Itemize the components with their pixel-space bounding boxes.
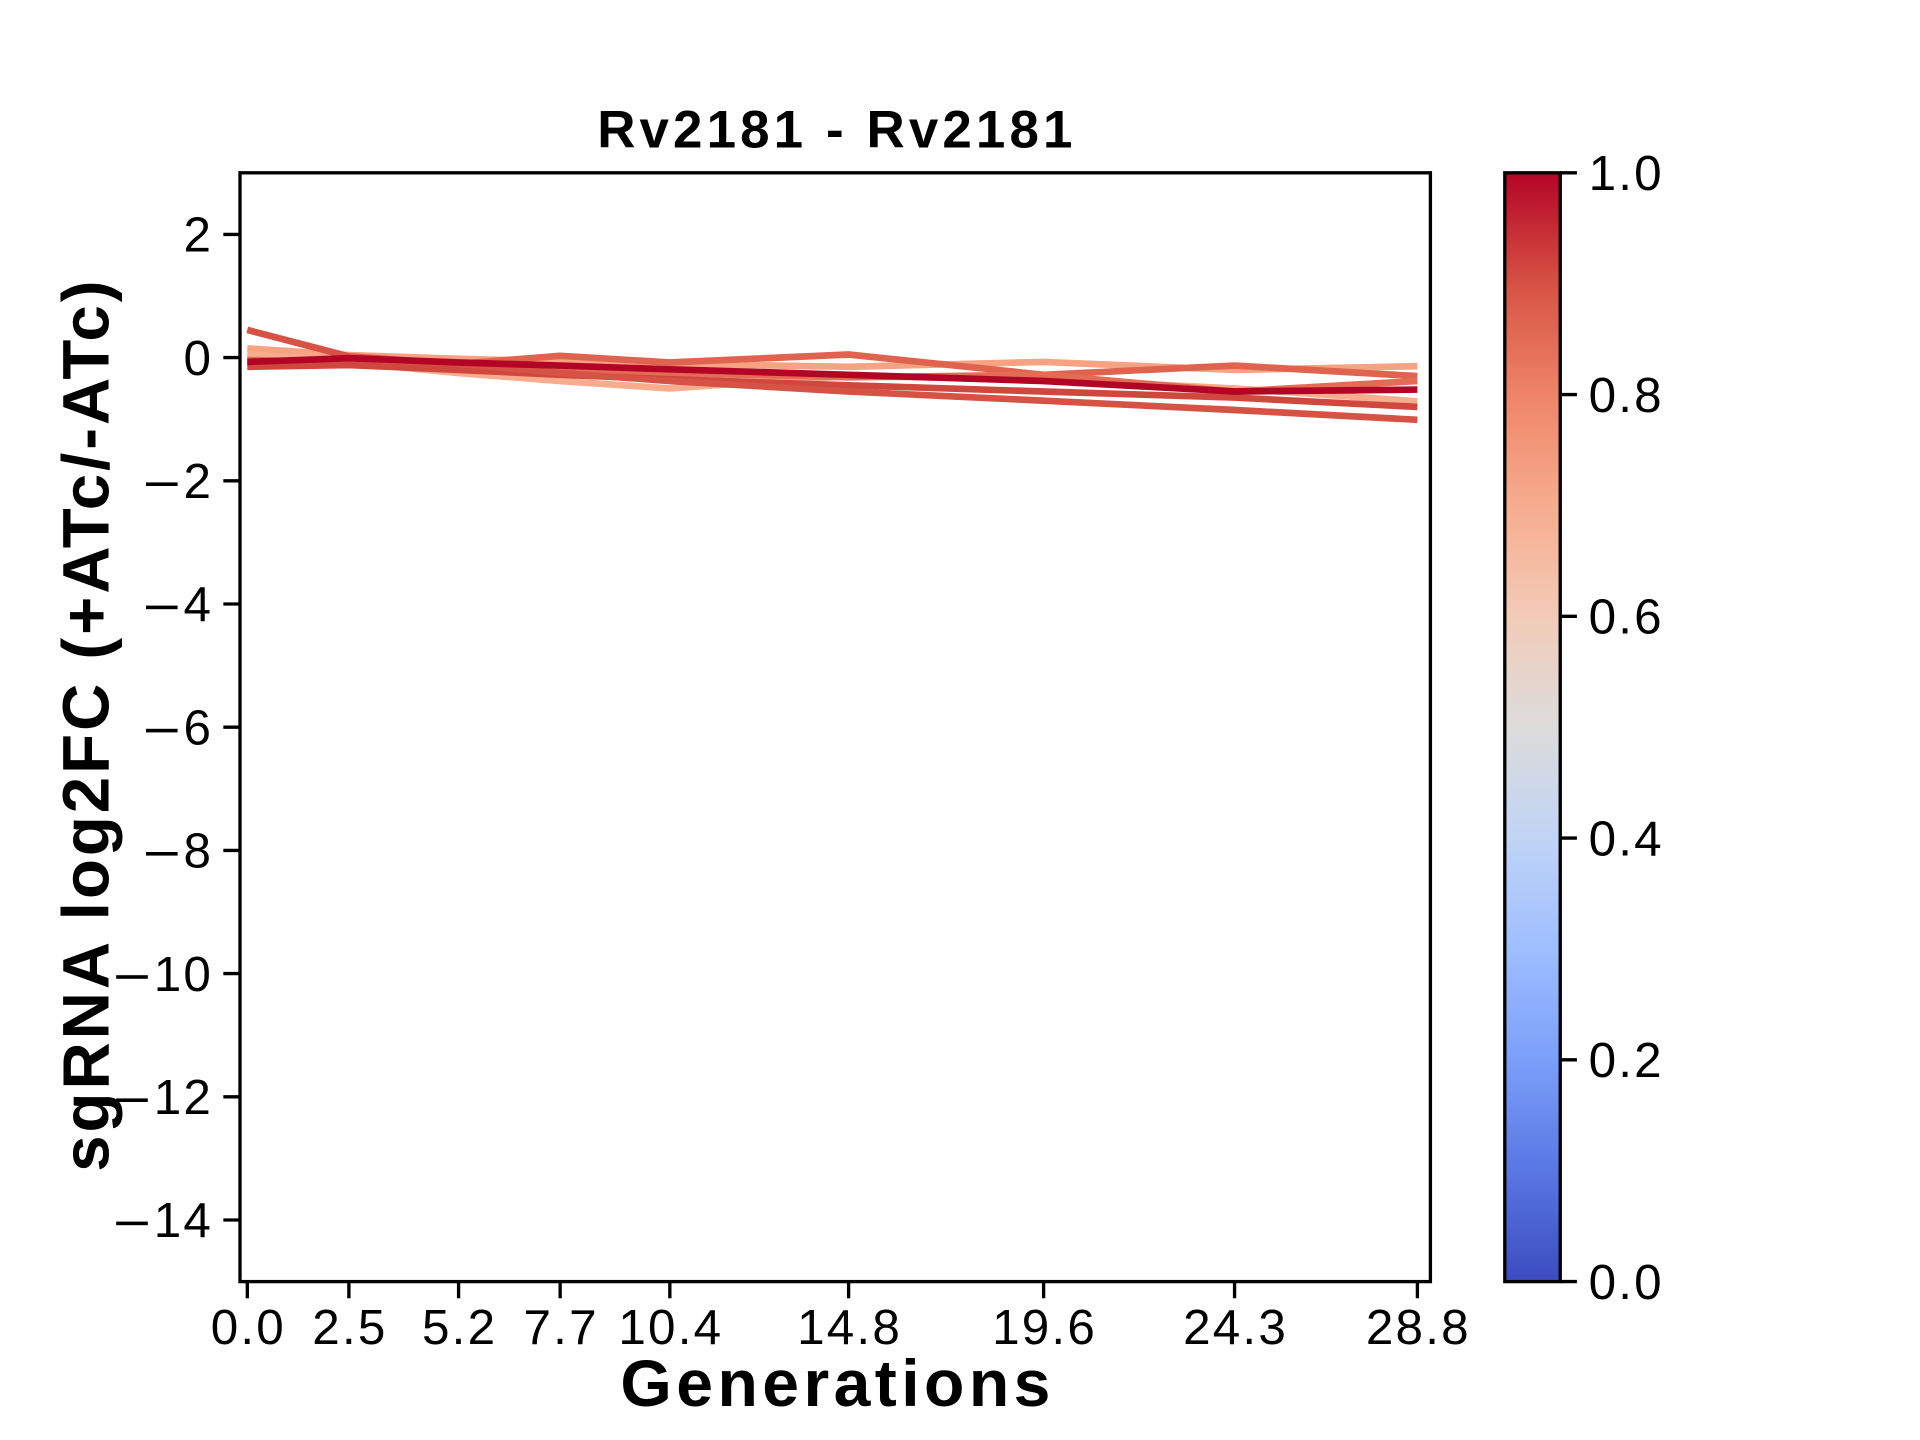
svg-text:19.6: 19.6 xyxy=(992,1300,1097,1355)
svg-text:8: 8 xyxy=(184,824,211,879)
svg-text:1.0: 1.0 xyxy=(1589,146,1664,201)
svg-text:0.8: 0.8 xyxy=(1589,368,1664,423)
svg-text:14.8: 14.8 xyxy=(797,1300,902,1355)
svg-text:0.4: 0.4 xyxy=(1589,811,1664,866)
svg-text:0.6: 0.6 xyxy=(1589,590,1664,645)
svg-text:0: 0 xyxy=(184,331,211,386)
svg-text:10: 10 xyxy=(154,947,213,1002)
svg-text:0.0: 0.0 xyxy=(1589,1255,1664,1310)
svg-text:10.4: 10.4 xyxy=(618,1300,723,1355)
svg-text:4: 4 xyxy=(184,577,211,632)
svg-text:0.0: 0.0 xyxy=(211,1300,286,1355)
svg-text:6: 6 xyxy=(184,700,211,755)
svg-text:2.5: 2.5 xyxy=(312,1300,387,1355)
svg-text:28.8: 28.8 xyxy=(1366,1300,1471,1355)
svg-text:7.7: 7.7 xyxy=(524,1300,599,1355)
svg-text:2: 2 xyxy=(184,454,211,509)
svg-text:Generations: Generations xyxy=(620,1347,1055,1421)
svg-text:0.2: 0.2 xyxy=(1589,1033,1664,1088)
svg-text:5.2: 5.2 xyxy=(422,1300,497,1355)
svg-text:14: 14 xyxy=(154,1193,213,1248)
svg-text:Rv2181 - Rv2181: Rv2181 - Rv2181 xyxy=(597,101,1076,160)
svg-text:sgRNA log2FC (+ATc/-ATc): sgRNA log2FC (+ATc/-ATc) xyxy=(50,277,123,1171)
svg-text:12: 12 xyxy=(154,1070,213,1125)
svg-text:24.3: 24.3 xyxy=(1183,1300,1288,1355)
svg-text:2: 2 xyxy=(184,208,211,263)
